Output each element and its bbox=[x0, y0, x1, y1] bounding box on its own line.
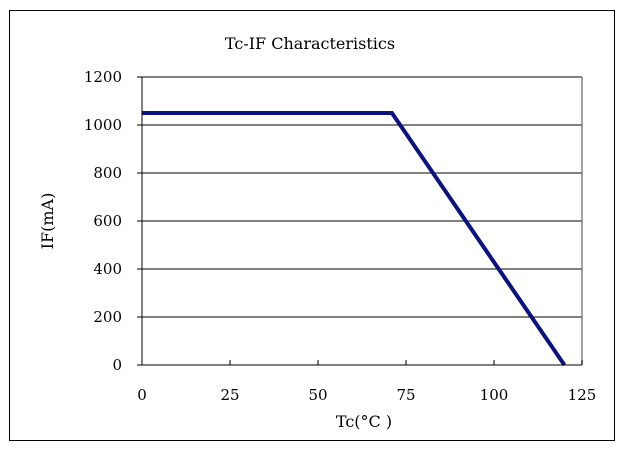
y-tick-label: 400 bbox=[93, 260, 122, 278]
x-axis-title: Tc(°C ) bbox=[336, 412, 392, 431]
y-tick-label: 1000 bbox=[84, 116, 122, 134]
y-tick-label: 800 bbox=[93, 164, 122, 182]
y-tick-label: 200 bbox=[93, 308, 122, 326]
y-axis-title: IF(mA) bbox=[38, 193, 57, 250]
y-tick-label: 0 bbox=[112, 356, 122, 374]
x-tick-label: 125 bbox=[568, 386, 597, 404]
x-tick-label: 0 bbox=[137, 386, 147, 404]
x-tick-label: 50 bbox=[308, 386, 327, 404]
ticks: 0 200 400 600 800 1000 1200 0 25 50 75 100 125 bbox=[84, 68, 597, 404]
x-tick-label: 25 bbox=[220, 386, 239, 404]
y-tick-label: 1200 bbox=[84, 68, 122, 86]
x-tick-label: 100 bbox=[480, 386, 509, 404]
x-tick-label: 75 bbox=[396, 386, 415, 404]
y-tick-label: 600 bbox=[93, 212, 122, 230]
chart-title: Tc-IF Characteristics bbox=[225, 34, 395, 53]
gridlines bbox=[142, 124, 582, 318]
